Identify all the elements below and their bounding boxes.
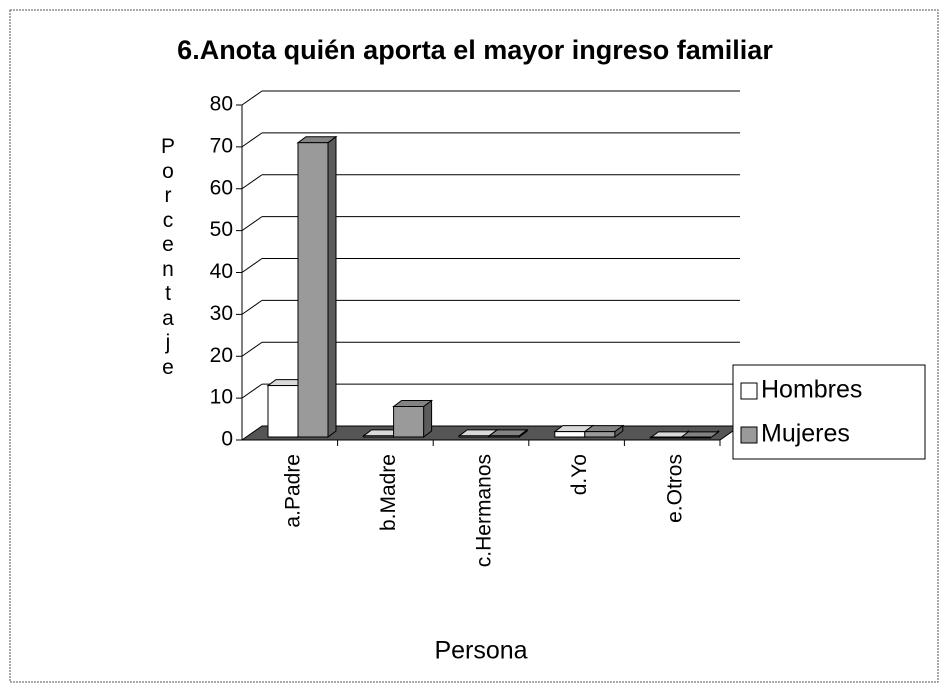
x-tick-label: d.Yo <box>568 454 591 495</box>
y-axis-label: Porcentaje <box>160 135 175 379</box>
x-tick-label: c.Hermanos <box>473 454 496 567</box>
legend-swatch <box>740 426 758 444</box>
grid-line-side <box>241 341 263 357</box>
bar-side <box>327 135 337 438</box>
bar <box>297 142 329 438</box>
y-tick-label: 50 <box>210 218 233 241</box>
grid-line-side <box>241 299 263 315</box>
y-tick-label: 20 <box>210 344 233 367</box>
grid-line-side <box>241 174 263 190</box>
y-tick-label: 0 <box>221 428 233 451</box>
bar <box>363 435 395 438</box>
bar <box>679 436 711 439</box>
x-axis-label: Persona <box>434 637 527 665</box>
legend-swatch <box>740 382 758 400</box>
y-tick-label: 80 <box>210 93 233 116</box>
bar <box>649 436 681 439</box>
bar <box>393 406 425 438</box>
legend-label: Hombres <box>761 376 862 404</box>
grid-line-side <box>241 90 263 106</box>
y-tick-label: 60 <box>210 176 233 199</box>
x-tick-label: a.Padre <box>281 454 304 528</box>
bar <box>458 435 490 438</box>
legend-label: Mujeres <box>761 420 850 448</box>
bar <box>488 435 520 438</box>
chart-title: 6.Anota quién aporta el mayor ingreso fa… <box>177 35 773 65</box>
grid-line-side <box>241 258 263 273</box>
bar <box>554 431 586 438</box>
bar <box>584 431 616 438</box>
y-tick-label: 30 <box>210 302 233 325</box>
x-tick-label: b.Madre <box>377 454 400 531</box>
legend-box <box>732 364 926 460</box>
grid-line-side <box>241 132 263 148</box>
chart-frame <box>9 9 939 683</box>
grid-line-side <box>241 216 263 232</box>
bar <box>267 385 299 438</box>
y-tick-label: 40 <box>210 260 233 283</box>
x-tick-label: e.Otros <box>664 454 687 523</box>
y-tick-label: 70 <box>210 134 233 157</box>
grid-line-side <box>241 383 263 399</box>
y-tick-label: 10 <box>210 386 233 409</box>
